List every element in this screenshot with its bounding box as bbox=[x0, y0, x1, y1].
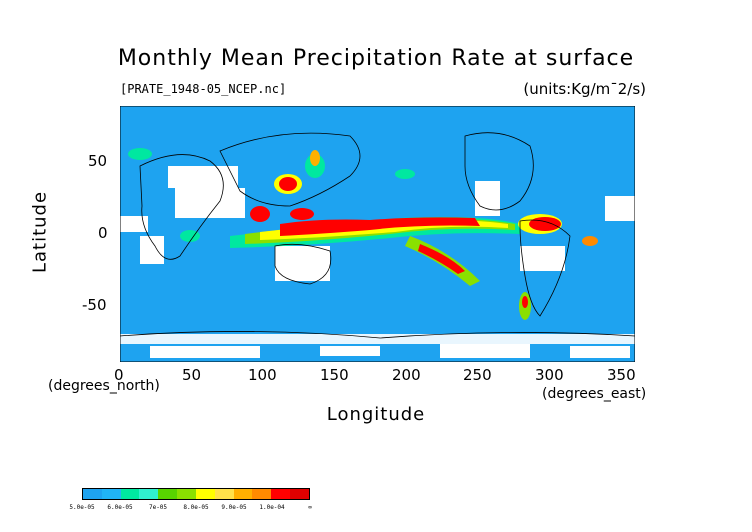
colorbar-segment bbox=[120, 489, 140, 499]
colorbar-segment bbox=[177, 489, 196, 499]
colorbar-label: 1.0e-04 bbox=[259, 504, 285, 511]
colorbar-label: 8.0e-05 bbox=[183, 504, 209, 511]
colorbar-segment bbox=[101, 489, 121, 499]
x-tick-0: 0 bbox=[114, 366, 124, 384]
colorbar-segment bbox=[233, 489, 253, 499]
precipitation-map bbox=[119, 105, 636, 363]
x-tick-350: 350 bbox=[607, 366, 636, 384]
x-axis-label: Longitude bbox=[326, 404, 426, 425]
colorbar-segment bbox=[195, 489, 215, 499]
colorbar-segment bbox=[214, 489, 234, 499]
x-tick-150: 150 bbox=[320, 366, 349, 384]
x-units-label: (degrees_east) bbox=[542, 386, 647, 402]
colorbar-label: 5.0e-05 bbox=[69, 504, 95, 511]
x-tick-200: 200 bbox=[392, 366, 421, 384]
missing-data-regions bbox=[120, 166, 635, 358]
colorbar-segment bbox=[158, 489, 178, 499]
file-label: [PRATE_1948-05_NCEP.nc] bbox=[120, 82, 287, 96]
colorbar-segment bbox=[139, 489, 159, 499]
x-tick-100: 100 bbox=[248, 366, 277, 384]
x-tick-300: 300 bbox=[535, 366, 564, 384]
colorbar-label: ∞ bbox=[308, 504, 312, 511]
y-tick-0: 0 bbox=[98, 224, 108, 242]
x-tick-250: 250 bbox=[463, 366, 492, 384]
colorbar bbox=[82, 488, 310, 500]
colorbar-segment bbox=[271, 489, 291, 499]
colorbar-segment bbox=[83, 489, 102, 499]
y-tick-minus50: -50 bbox=[82, 296, 107, 314]
page-title: Monthly Mean Precipitation Rate at surfa… bbox=[117, 46, 635, 71]
colorbar-segment bbox=[252, 489, 272, 499]
y-tick-50: 50 bbox=[88, 152, 108, 170]
colorbar-label: 7e-05 bbox=[148, 504, 168, 511]
precip-bands bbox=[128, 148, 598, 320]
colorbar-label: 9.0e-05 bbox=[221, 504, 247, 511]
colorbar-label: 6.0e-05 bbox=[107, 504, 133, 511]
units-label: (units:Kg/m¯2/s) bbox=[523, 80, 646, 98]
y-axis-label: Latitude bbox=[29, 190, 51, 274]
colorbar-segment bbox=[290, 489, 309, 499]
y-units-label: (degrees_north) bbox=[48, 378, 160, 394]
coastlines bbox=[119, 132, 636, 339]
x-tick-50: 50 bbox=[182, 366, 202, 384]
